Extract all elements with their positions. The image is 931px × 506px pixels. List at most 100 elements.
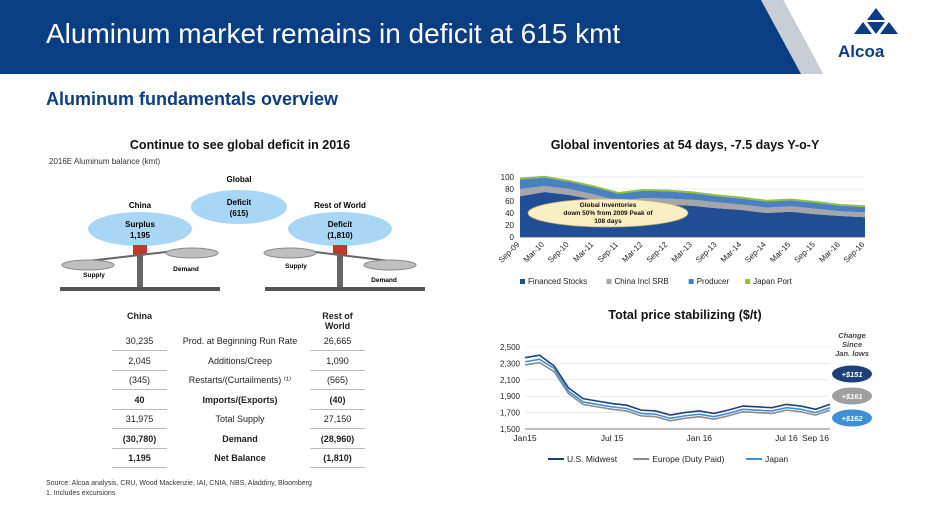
inventory-y-tick: 0 — [510, 233, 515, 242]
price-y-tick: 2,300 — [500, 359, 521, 368]
table-cell-china: 1,195 — [128, 453, 151, 463]
table-cell-row: 26,665 — [323, 336, 352, 346]
row-bubble — [288, 212, 392, 246]
inventory-y-tick: 100 — [501, 173, 515, 182]
table-row-divider — [310, 467, 365, 468]
price-line-europe-duty-paid- — [524, 361, 831, 422]
inventory-legend-swatch — [745, 279, 751, 284]
inventory-x-tick: Mar-12 — [620, 240, 645, 265]
price-x-tick: Jan 16 — [687, 433, 713, 443]
table-row-divider — [112, 428, 167, 429]
source-note: Source: Alcoa analysis, CRU, Wood Macken… — [46, 480, 312, 487]
inventory-x-tick: Sep-15 — [793, 240, 818, 265]
inventory-x-tick: Sep-09 — [497, 240, 522, 265]
table-row-divider — [112, 389, 167, 390]
table-row-divider — [310, 350, 365, 351]
left-panel-subtitle: 2016E Aluminum balance (kmt) — [49, 157, 161, 166]
price-x-tick: Jan15 — [513, 433, 536, 443]
table-cell-row: (565) — [326, 375, 348, 385]
inventory-legend-label: China Incl SRB — [615, 277, 669, 286]
inventory-x-tick: Sep-14 — [743, 240, 768, 265]
china-bubble — [88, 212, 192, 246]
price-legend-label: Japan — [765, 454, 788, 464]
table-col-row-1: Rest of — [322, 311, 353, 321]
price-y-tick: 1,500 — [500, 425, 521, 434]
china-supply-label: Supply — [83, 272, 105, 279]
table-col-china: China — [126, 311, 152, 321]
table-cell-label: Restarts/(Curtailments) ⁽¹⁾ — [188, 375, 292, 385]
inventory-legend-swatch — [520, 279, 525, 284]
left-panel-title: Continue to see global deficit in 2016 — [129, 138, 351, 152]
price-x-tick: Jul 15 — [601, 433, 624, 443]
row-supply-label: Supply — [285, 263, 307, 270]
inventory-area-china-incl-srb — [520, 186, 865, 218]
price-side-label: Change — [838, 331, 866, 340]
row-label: Rest of World — [314, 201, 366, 210]
table-cell-label: Net Balance — [214, 453, 266, 463]
inventory-legend-label: Financed Stocks — [528, 277, 587, 286]
table-cell-label: Prod. at Beginning Run Rate — [182, 336, 298, 346]
footnote: 1. Includes excursions — [46, 490, 116, 497]
price-y-tick: 2,100 — [500, 376, 521, 385]
table-cell-row: (28,960) — [320, 433, 355, 444]
price-line-u-s-midwest — [524, 354, 831, 416]
price-x-tick: Sep 16 — [802, 433, 829, 443]
table-cell-china: 40 — [134, 394, 145, 405]
inventory-annotation-text: down 50% from 2009 Peak of — [563, 210, 653, 217]
table-cell-china: (30,780) — [122, 433, 157, 444]
table-cell-china: 30,235 — [125, 336, 154, 346]
table-cell-row: (40) — [329, 394, 346, 405]
inventory-x-tick: Sep-12 — [645, 240, 670, 265]
table-cell-label: Imports/(Exports) — [202, 394, 278, 405]
price-change-badge — [832, 365, 872, 383]
inventory-annotation-text: 108 days — [594, 218, 622, 225]
table-cell-row: 1,090 — [326, 355, 349, 366]
inventory-x-tick: Mar-15 — [768, 240, 793, 265]
inventory-y-tick: 40 — [505, 209, 514, 218]
inventory-annotation-text: Global Inventories — [580, 202, 637, 209]
price-legend-label: Europe (Duty Paid) — [652, 454, 724, 464]
price-legend-label: U.S. Midwest — [567, 454, 618, 464]
row-bubble-line2: (1,810) — [327, 231, 353, 240]
page-title: Aluminum market remains in deficit at 61… — [46, 18, 621, 49]
alcoa-logo — [761, 0, 931, 74]
logo-text: Alcoa — [838, 42, 885, 61]
inventory-chart-title: Global inventories at 54 days, -7.5 days… — [550, 138, 820, 152]
price-change-badge-text: +$161 — [841, 392, 862, 401]
price-change-badge — [832, 409, 872, 427]
inventory-x-tick: Sep-13 — [694, 240, 719, 265]
table-row-divider — [112, 467, 167, 468]
row-scale: Supply Demand — [263, 245, 425, 291]
table-row-divider — [112, 447, 167, 449]
balance-scales: Global Deficit (615) China Surplus 1,195… — [60, 175, 425, 291]
global-bubble-line1: Deficit — [227, 198, 252, 207]
price-x-tick: Jul 16 — [775, 433, 798, 443]
table-cell-row: (1,810) — [323, 453, 352, 463]
price-change-badge-text: +$162 — [841, 414, 863, 423]
price-change-badge — [832, 387, 872, 405]
inventory-y-tick: 20 — [505, 221, 514, 230]
china-scale: Supply Demand — [60, 245, 220, 291]
table-row-divider — [310, 369, 365, 371]
table-cell-china: 31,975 — [125, 414, 154, 424]
price-y-tick: 1,700 — [500, 409, 521, 418]
price-change-badge-text: +$151 — [841, 370, 862, 379]
table-row-divider — [310, 389, 365, 390]
global-bubble — [191, 190, 287, 224]
table-row-divider — [310, 408, 365, 410]
table-row-divider — [310, 428, 365, 429]
china-demand-label: Demand — [173, 266, 199, 273]
china-bubble-line2: 1,195 — [130, 231, 151, 240]
table-cell-china: (345) — [128, 375, 150, 385]
row-bubble-line1: Deficit — [328, 220, 353, 229]
inventory-x-tick: Mar-11 — [571, 240, 595, 264]
inventory-annotation-bubble — [527, 198, 689, 228]
inventory-x-tick: Sep-10 — [546, 240, 571, 265]
row-demand-label: Demand — [371, 277, 397, 284]
table-cell-label: Total Supply — [215, 414, 265, 424]
section-title: Aluminum fundamentals overview — [46, 89, 339, 109]
inventory-legend-swatch — [606, 279, 612, 284]
price-side-label: Since — [842, 340, 862, 349]
inventory-legend-label: Japan Port — [753, 277, 792, 286]
